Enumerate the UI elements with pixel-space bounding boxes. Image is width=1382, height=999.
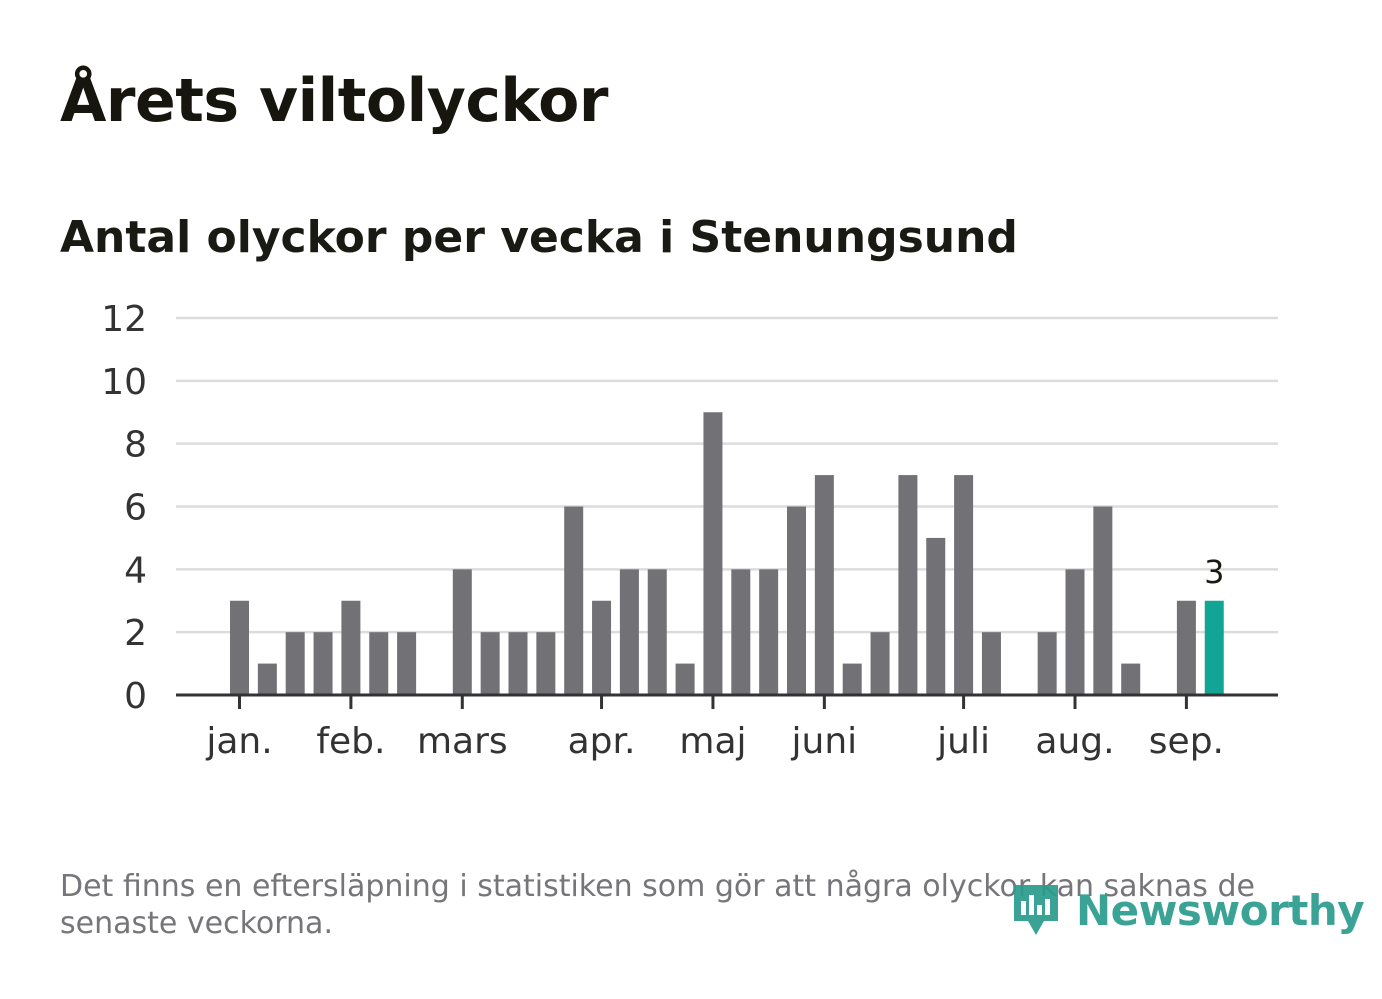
chart-title: Årets viltolyckor bbox=[60, 66, 609, 136]
bar bbox=[1065, 569, 1085, 695]
chart-subtitle: Antal olyckor per vecka i Stenungsund bbox=[60, 212, 1018, 263]
bar bbox=[703, 412, 723, 695]
bar bbox=[369, 632, 389, 695]
y-tick-label: 6 bbox=[124, 488, 147, 529]
bar bbox=[285, 632, 305, 695]
x-tick-label: aug. bbox=[1035, 721, 1114, 762]
y-tick-label: 0 bbox=[124, 676, 147, 717]
y-tick-label: 12 bbox=[101, 299, 147, 340]
x-tick-label: juli bbox=[936, 721, 990, 762]
bar bbox=[1037, 632, 1057, 695]
bar-chart: 0 2 4 6 8 10 12 3 jan. feb. mars apr. maj juni juli aug… bbox=[101, 299, 1278, 762]
bar bbox=[341, 600, 361, 695]
bar bbox=[536, 632, 556, 695]
bar bbox=[787, 506, 806, 695]
bar bbox=[954, 475, 974, 695]
bar bbox=[1121, 663, 1141, 695]
bar bbox=[926, 537, 946, 695]
bar bbox=[731, 569, 751, 695]
bar bbox=[675, 663, 695, 695]
y-tick-label: 4 bbox=[124, 550, 147, 591]
x-tick-label: apr. bbox=[568, 721, 636, 762]
bar bbox=[1093, 506, 1113, 695]
bar-highlight bbox=[1204, 600, 1224, 695]
bar bbox=[452, 569, 472, 695]
y-tick-label: 10 bbox=[101, 362, 147, 403]
x-tick-label: sep. bbox=[1149, 721, 1224, 762]
x-tick-label: juni bbox=[791, 721, 858, 762]
x-tick-label: mars bbox=[417, 721, 508, 762]
bar bbox=[759, 569, 779, 695]
bar bbox=[508, 632, 528, 695]
bar bbox=[647, 569, 667, 695]
bar bbox=[230, 600, 249, 695]
x-tick-label: maj bbox=[679, 721, 746, 762]
x-tick-label: jan. bbox=[205, 721, 272, 762]
bar bbox=[842, 663, 862, 695]
brand-name: Newsworthy bbox=[1076, 885, 1365, 935]
bar bbox=[564, 506, 584, 695]
bar bbox=[619, 569, 639, 695]
x-tick-label: feb. bbox=[316, 721, 385, 762]
bar bbox=[814, 475, 834, 695]
bar bbox=[480, 632, 500, 695]
bar bbox=[257, 663, 277, 695]
bar bbox=[1176, 600, 1196, 695]
bar bbox=[981, 632, 1001, 695]
bar bbox=[898, 475, 918, 695]
brand-logo: Newsworthy bbox=[1010, 880, 1365, 940]
bar bbox=[397, 632, 417, 695]
bar bbox=[313, 632, 333, 695]
bar-value-label: 3 bbox=[1204, 553, 1224, 591]
bar bbox=[592, 600, 612, 695]
bar bbox=[870, 632, 890, 695]
y-tick-label: 8 bbox=[124, 425, 147, 466]
newsworthy-logo-icon bbox=[1014, 885, 1058, 935]
y-tick-label: 2 bbox=[124, 613, 147, 654]
